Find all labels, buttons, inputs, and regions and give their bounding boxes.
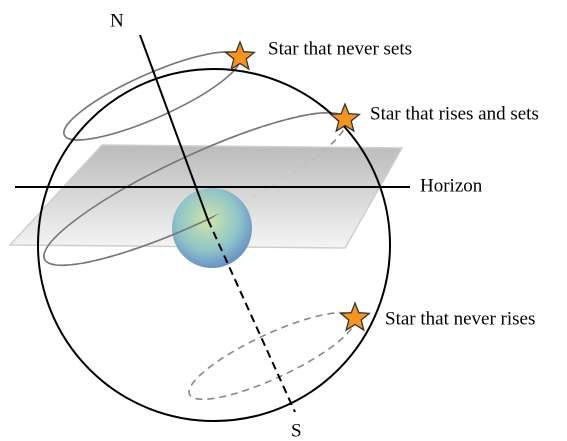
star xyxy=(224,40,256,71)
horizon-label: Horizon xyxy=(420,175,483,196)
star-label: Star that never sets xyxy=(268,38,412,59)
star xyxy=(339,301,371,332)
orbit-never-rises xyxy=(188,311,356,401)
south-label: S xyxy=(291,420,302,441)
star-label: Star that rises and sets xyxy=(370,103,539,124)
north-label: N xyxy=(110,10,124,31)
star-label: Star that never rises xyxy=(385,308,535,329)
star xyxy=(329,102,361,133)
axis-north xyxy=(139,34,209,221)
celestial-sphere xyxy=(37,68,391,422)
orbit-never-sets xyxy=(63,51,241,141)
axis-south xyxy=(207,219,296,413)
stars: Star that never sets Star that rises and … xyxy=(224,38,539,332)
earth xyxy=(172,188,252,268)
